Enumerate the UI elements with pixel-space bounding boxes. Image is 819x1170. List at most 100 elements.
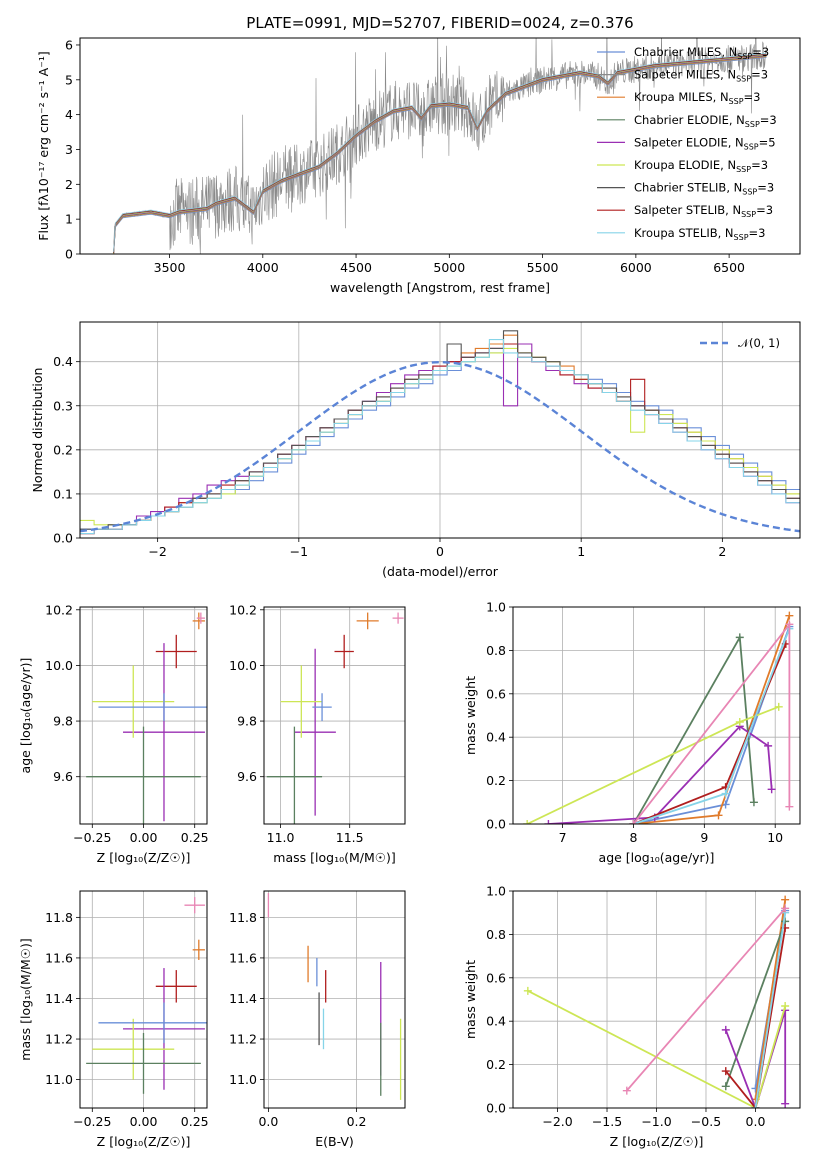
x-tick-label: 0.00 [130, 830, 158, 845]
y-tick-label: 11.0 [45, 1072, 73, 1087]
x-axis-label: E(B-V) [315, 1134, 354, 1149]
y-tick-label: 9.6 [53, 769, 73, 784]
legend-label: 𝒩(0, 1) [738, 336, 780, 350]
plot-content [113, 38, 767, 254]
x-tick-label: 0.2 [347, 1114, 367, 1129]
weight-series-line [725, 927, 787, 1108]
legend-label-suffix: =3 [757, 181, 774, 195]
weight-point-marker [764, 741, 773, 750]
y-tick-label: 0.2 [486, 773, 506, 788]
weight-point-marker [721, 1067, 730, 1076]
axes-frame [79, 606, 208, 825]
legend-label-text: Kroupa STELIB, N [634, 226, 734, 240]
x-tick-label: 2 [718, 544, 726, 559]
x-tick-label: 5500 [527, 260, 559, 275]
weight-point-marker [544, 820, 553, 824]
spectrum-panel: 3500 4000 4500 5000 5500 6000 6500 0 1 2 3 4 5 6 wavel… [36, 37, 801, 295]
weight-point-marker [523, 986, 532, 995]
legend-label-sub: SSP [737, 52, 752, 61]
model-spectrum-line [113, 53, 767, 253]
x-tick-label: 0.0 [746, 1114, 766, 1129]
residuals-panel: −2 −1 0 1 2 0.0 0.1 0.2 0.3 0.4 (data-model)/error… [30, 321, 801, 579]
x-axis-label: mass [log₁₀(M/M☉)] [273, 850, 395, 865]
weight-point-marker [721, 789, 730, 798]
x-tick-label: 8 [629, 830, 637, 845]
model-spectrum-line [113, 54, 767, 254]
y-tick-label: 9.8 [237, 714, 257, 729]
y-tick-label: 0.4 [53, 354, 73, 369]
x-tick-label: 11.5 [336, 830, 364, 845]
model-spectrum-line [113, 55, 767, 254]
y-tick-label: 0.3 [53, 398, 73, 413]
y-tick-label: 11.6 [229, 950, 257, 965]
x-tick-label: 5000 [433, 260, 465, 275]
model-spectrum-line [113, 57, 767, 254]
weight-point-marker [735, 718, 744, 727]
y-tick-label: 0.4 [486, 1014, 506, 1029]
weight-point-marker [735, 633, 744, 642]
legend-label: Chabrier MILES, NSSP=3 [634, 45, 769, 61]
legend-label-sub: SSP [745, 120, 760, 129]
x-tick-label: 0.25 [181, 1114, 209, 1129]
x-tick-label: 0.0 [258, 1114, 278, 1129]
y-tick-label: 6 [65, 37, 73, 52]
legend-label-text: Kroupa MILES, N [634, 90, 729, 104]
legend-label-suffix: =3 [744, 90, 761, 104]
x-tick-label: 9 [700, 830, 708, 845]
legend-label: Salpeter MILES, NSSP=3 [634, 68, 768, 84]
x-tick-label: 0.25 [181, 830, 209, 845]
weight-series-line [754, 912, 787, 1108]
observed-spectrum-line [113, 38, 767, 254]
plot-content [523, 611, 794, 824]
age_vs_mass-panel: 11.0 11.5 9.6 9.8 10.0 10.2 mass [log₁₀(M/M☉)] [229, 602, 406, 865]
y-tick-label: 2 [65, 177, 73, 192]
weight-point-marker [781, 895, 790, 904]
x-tick-label: −0.25 [73, 830, 111, 845]
plot-content [86, 897, 207, 1094]
weight-point-marker [749, 798, 758, 807]
y-tick-label: 11.0 [229, 1072, 257, 1087]
weight-series-line [633, 643, 787, 824]
weight-point-marker [767, 785, 776, 794]
weight-point-marker [721, 1025, 730, 1034]
legend-label: Salpeter ELODIE, NSSP=5 [634, 135, 776, 151]
weight-series-line [626, 907, 786, 1092]
x-tick-label: −1.0 [641, 1114, 671, 1129]
axes-frame [512, 890, 801, 1109]
legend-label-suffix: =3 [756, 203, 773, 217]
legend-label-text: Kroupa ELODIE, N [634, 158, 736, 172]
axes-frame [263, 890, 406, 1109]
y-tick-label: 0.8 [486, 927, 506, 942]
legend-label-sub: SSP [744, 142, 759, 151]
y-tick-label: 10.0 [229, 658, 257, 673]
weight-point-marker [629, 820, 638, 824]
axes-frame [79, 321, 801, 539]
weight-point-marker [785, 620, 794, 629]
weight-point-marker [714, 811, 723, 820]
y-tick-label: 4 [65, 107, 73, 122]
y-tick-label: 1 [65, 212, 73, 227]
weight-series-line [527, 989, 787, 1108]
legend-label-text: Chabrier ELODIE, N [634, 113, 745, 127]
y-tick-label: 11.8 [229, 910, 257, 925]
y-tick-label: 11.2 [229, 1032, 257, 1047]
y-tick-label: 0.2 [53, 442, 73, 457]
legend-label-suffix: =3 [760, 113, 777, 127]
mass_vs_Z-panel: −0.25 0.00 0.25 11.0 11.2 11.4 11.6 11.8 Z [log₁… [18, 890, 209, 1149]
y-axis-label: Normed distribution [30, 368, 45, 493]
histogram-series [80, 330, 800, 530]
weight_vs_Z-panel: −2.0 −1.5 −1.0 −0.5 0.0 0.0 0.2 0.4 0.6 0.8 1.0 Z [… [463, 884, 801, 1149]
y-axis-label: mass weight [463, 960, 478, 1039]
figure-title: PLATE=0991, MJD=52707, FIBERID=0024, z=0… [246, 14, 633, 32]
axes-frame [512, 606, 801, 825]
x-tick-label: −2 [148, 544, 166, 559]
weight-point-marker [781, 1099, 790, 1108]
y-axis-label: mass [log₁₀(M/M☉)] [18, 938, 33, 1060]
mass_vs_EBV-panel: 0.0 0.2 11.0 11.2 11.4 11.6 11.8 E(B-V) [229, 890, 406, 1149]
x-tick-label: 6500 [713, 260, 745, 275]
weight-series-line [724, 921, 787, 1087]
y-tick-label: 5 [65, 72, 73, 87]
x-axis-label: Z [log₁₀(Z/Z☉)] [610, 1134, 704, 1149]
legend-label-text: Salpeter MILES, N [634, 68, 736, 82]
weight-series-line [526, 705, 780, 824]
